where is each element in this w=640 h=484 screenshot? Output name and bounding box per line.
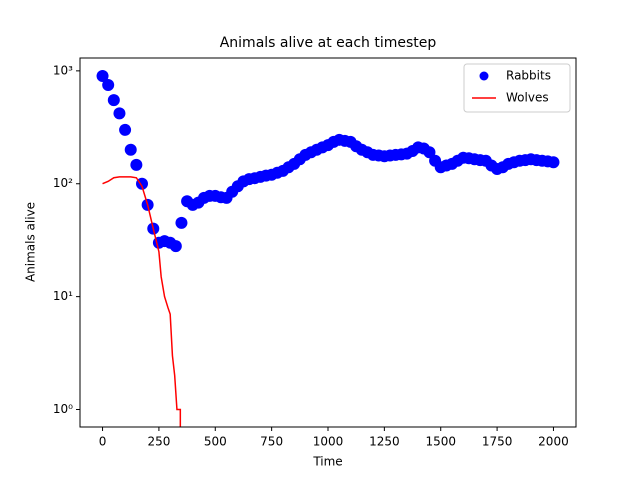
rabbit-marker bbox=[423, 146, 436, 159]
x-tick-label: 1750 bbox=[482, 435, 513, 449]
x-tick-label: 250 bbox=[147, 435, 170, 449]
x-tick-label: 500 bbox=[204, 435, 227, 449]
legend-label: Wolves bbox=[506, 91, 549, 105]
rabbit-marker bbox=[113, 107, 126, 120]
legend-label: Rabbits bbox=[506, 69, 551, 83]
legend-box bbox=[463, 63, 571, 113]
x-axis-label: Time bbox=[312, 455, 342, 469]
rabbit-marker bbox=[96, 70, 109, 83]
y-tick-label: 10² bbox=[53, 176, 73, 190]
rabbit-marker bbox=[169, 240, 182, 253]
x-tick-label: 1000 bbox=[313, 435, 344, 449]
rabbit-marker bbox=[107, 94, 120, 107]
rabbit-marker bbox=[124, 143, 137, 156]
y-tick-label: 10³ bbox=[53, 63, 73, 77]
x-tick-label: 750 bbox=[260, 435, 283, 449]
x-tick-label: 1250 bbox=[369, 435, 400, 449]
legend-marker bbox=[479, 71, 489, 81]
rabbit-marker bbox=[119, 123, 132, 136]
rabbit-marker bbox=[547, 156, 560, 169]
rabbit-marker bbox=[130, 158, 143, 171]
y-axis-label: Animals alive bbox=[24, 202, 38, 282]
x-tick-label: 0 bbox=[99, 435, 107, 449]
plot-area bbox=[96, 70, 560, 427]
rabbit-marker bbox=[102, 78, 115, 91]
y-tick-label: 10¹ bbox=[53, 289, 73, 303]
x-tick-label: 1500 bbox=[425, 435, 456, 449]
y-tick-label: 10⁰ bbox=[53, 402, 73, 416]
x-tick-label: 2000 bbox=[538, 435, 569, 449]
rabbit-marker bbox=[175, 216, 188, 229]
chart-title: Animals alive at each timestep bbox=[220, 35, 437, 51]
wolf-line bbox=[102, 176, 182, 427]
